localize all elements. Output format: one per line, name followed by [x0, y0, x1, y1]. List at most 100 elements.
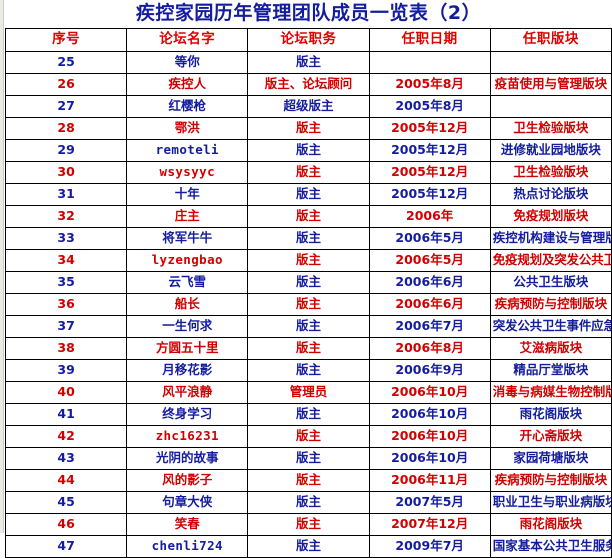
- cell-role[interactable]: 版主: [247, 535, 370, 558]
- cell-date[interactable]: 2006年9月: [368, 359, 491, 382]
- cell-name[interactable]: 月移花影: [126, 359, 249, 382]
- cell-id[interactable]: 27: [4, 95, 128, 118]
- cell-id[interactable]: 36: [4, 293, 128, 316]
- cell-board[interactable]: 雨花阁版块: [489, 513, 612, 536]
- cell-role[interactable]: 版主: [247, 139, 370, 162]
- cell-id[interactable]: 40: [4, 381, 128, 404]
- cell-name[interactable]: 疾控人: [126, 73, 249, 96]
- cell-date[interactable]: 2005年12月: [368, 139, 491, 162]
- cell-date[interactable]: 2005年12月: [368, 161, 491, 184]
- cell-name[interactable]: chenli724: [126, 535, 249, 558]
- cell-board[interactable]: 公共卫生版块: [489, 271, 612, 294]
- cell-role[interactable]: 版主: [247, 161, 370, 184]
- cell-date[interactable]: 2006年10月: [368, 447, 491, 470]
- cell-role[interactable]: 版主: [247, 403, 370, 426]
- cell-name[interactable]: 云飞雪: [126, 271, 249, 294]
- cell-date[interactable]: 2006年11月: [368, 469, 491, 492]
- cell-board[interactable]: 艾滋病版块: [489, 337, 612, 360]
- cell-name[interactable]: wsysyyc: [126, 161, 249, 184]
- cell-id[interactable]: 45: [4, 491, 128, 514]
- cell-date[interactable]: [368, 51, 491, 74]
- cell-role[interactable]: 版主: [247, 469, 370, 492]
- cell-date[interactable]: 2006年6月: [368, 293, 491, 316]
- cell-name[interactable]: 方圆五十里: [126, 337, 249, 360]
- cell-date[interactable]: 2009年7月: [368, 535, 491, 558]
- cell-board[interactable]: 消毒与病媒生物控制版块: [489, 381, 612, 404]
- cell-board[interactable]: 疫苗使用与管理版块: [489, 73, 612, 96]
- cell-board[interactable]: 疾病预防与控制版块: [489, 293, 612, 316]
- cell-name[interactable]: zhc16231: [126, 425, 249, 448]
- cell-name[interactable]: 句章大侠: [126, 491, 249, 514]
- cell-id[interactable]: 39: [4, 359, 128, 382]
- cell-role[interactable]: 版主: [247, 337, 370, 360]
- cell-date[interactable]: 2006年7月: [368, 315, 491, 338]
- cell-board[interactable]: 开心斋版块: [489, 425, 612, 448]
- cell-board[interactable]: 家园荷塘版块: [489, 447, 612, 470]
- cell-role[interactable]: 版主: [247, 117, 370, 140]
- cell-id[interactable]: 30: [4, 161, 128, 184]
- cell-role[interactable]: 版主: [247, 249, 370, 272]
- cell-board[interactable]: [489, 51, 612, 74]
- cell-name[interactable]: 风平浪静: [126, 381, 249, 404]
- cell-id[interactable]: 35: [4, 271, 128, 294]
- cell-name[interactable]: remoteli: [126, 139, 249, 162]
- cell-id[interactable]: 44: [4, 469, 128, 492]
- cell-name[interactable]: 一生何求: [126, 315, 249, 338]
- cell-name[interactable]: 庄主: [126, 205, 249, 228]
- cell-board[interactable]: 疾病预防与控制版块: [489, 469, 612, 492]
- cell-name[interactable]: 等你: [126, 51, 249, 74]
- cell-date[interactable]: 2006年6月: [368, 271, 491, 294]
- cell-date[interactable]: 2006年5月: [368, 227, 491, 250]
- cell-role[interactable]: 版主: [247, 513, 370, 536]
- cell-name[interactable]: 鄂洪: [126, 117, 249, 140]
- cell-date[interactable]: 2006年10月: [368, 425, 491, 448]
- cell-name[interactable]: 笑春: [126, 513, 249, 536]
- cell-id[interactable]: 41: [4, 403, 128, 426]
- cell-date[interactable]: 2006年10月: [368, 381, 491, 404]
- cell-board[interactable]: 突发公共卫生事件应急管理版块: [489, 315, 612, 338]
- cell-id[interactable]: 33: [4, 227, 128, 250]
- cell-board[interactable]: 进修就业园地版块: [489, 139, 612, 162]
- cell-role[interactable]: 版主: [247, 315, 370, 338]
- cell-date[interactable]: 2007年12月: [368, 513, 491, 536]
- cell-role[interactable]: 版主: [247, 491, 370, 514]
- cell-date[interactable]: 2006年10月: [368, 403, 491, 426]
- cell-role[interactable]: 管理员: [247, 381, 370, 404]
- cell-id[interactable]: 46: [4, 513, 128, 536]
- cell-role[interactable]: 版主: [247, 183, 370, 206]
- cell-role[interactable]: 版主: [247, 425, 370, 448]
- cell-id[interactable]: 28: [4, 117, 128, 140]
- cell-name[interactable]: 将军牛牛: [126, 227, 249, 250]
- cell-name[interactable]: lyzengbao: [126, 249, 249, 272]
- cell-id[interactable]: 43: [4, 447, 128, 470]
- cell-date[interactable]: 2005年8月: [368, 95, 491, 118]
- cell-id[interactable]: 37: [4, 315, 128, 338]
- cell-role[interactable]: 版主: [247, 293, 370, 316]
- cell-board[interactable]: 卫生检验版块: [489, 161, 612, 184]
- cell-role[interactable]: 版主: [247, 447, 370, 470]
- cell-date[interactable]: 2007年5月: [368, 491, 491, 514]
- cell-id[interactable]: 47: [4, 535, 128, 558]
- cell-board[interactable]: 热点讨论版块: [489, 183, 612, 206]
- cell-board[interactable]: 疾控机构建设与管理版块: [489, 227, 612, 250]
- cell-id[interactable]: 38: [4, 337, 128, 360]
- cell-name[interactable]: 船长: [126, 293, 249, 316]
- cell-board[interactable]: 职业卫生与职业病版块: [489, 491, 612, 514]
- cell-board[interactable]: 国家基本公共卫生服务版块: [489, 535, 612, 558]
- cell-name[interactable]: 光阴的故事: [126, 447, 249, 470]
- cell-role[interactable]: 版主: [247, 359, 370, 382]
- cell-date[interactable]: 2005年12月: [368, 183, 491, 206]
- cell-id[interactable]: 25: [4, 51, 128, 74]
- cell-id[interactable]: 29: [4, 139, 128, 162]
- cell-name[interactable]: 十年: [126, 183, 249, 206]
- cell-date[interactable]: 2006年5月: [368, 249, 491, 272]
- cell-board[interactable]: [489, 95, 612, 118]
- cell-date[interactable]: 2006年: [368, 205, 491, 228]
- cell-role[interactable]: 版主、论坛顾问: [247, 73, 370, 96]
- cell-date[interactable]: 2005年8月: [368, 73, 491, 96]
- cell-role[interactable]: 版主: [247, 227, 370, 250]
- cell-date[interactable]: 2005年12月: [368, 117, 491, 140]
- cell-id[interactable]: 26: [4, 73, 128, 96]
- cell-id[interactable]: 42: [4, 425, 128, 448]
- cell-board[interactable]: 雨花阁版块: [489, 403, 612, 426]
